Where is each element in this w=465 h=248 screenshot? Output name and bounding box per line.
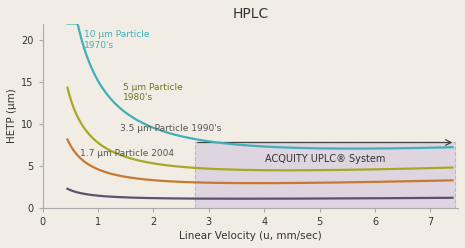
X-axis label: Linear Velocity (u, mm/sec): Linear Velocity (u, mm/sec) xyxy=(179,231,322,241)
Y-axis label: HETP (μm): HETP (μm) xyxy=(7,88,17,143)
Text: 1.7 μm Particle 2004: 1.7 μm Particle 2004 xyxy=(80,149,174,158)
Text: ACQUITY UPLC® System: ACQUITY UPLC® System xyxy=(265,154,385,164)
Text: 10 μm Particle
1970's: 10 μm Particle 1970's xyxy=(84,30,150,50)
Text: 3.5 μm Particle 1990's: 3.5 μm Particle 1990's xyxy=(120,124,221,133)
Title: HPLC: HPLC xyxy=(232,7,268,21)
Bar xyxy=(195,143,455,208)
Text: 5 μm Particle
1980's: 5 μm Particle 1980's xyxy=(123,83,183,102)
